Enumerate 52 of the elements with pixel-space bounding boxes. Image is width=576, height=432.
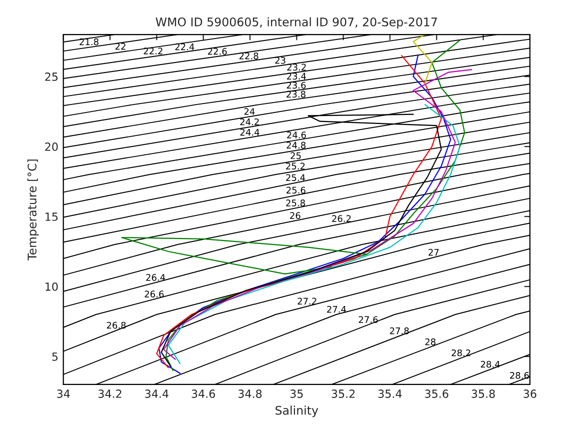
series-label: 23 <box>275 56 286 64</box>
x-tick-label: 35.6 <box>425 390 448 398</box>
series-label: 22.4 <box>175 43 194 50</box>
series-label: 22.2 <box>144 48 162 54</box>
series-label: 28 <box>425 338 436 346</box>
series-label: 26.8 <box>106 322 126 329</box>
x-tick-label: 35.4 <box>378 390 402 398</box>
series-label: 24.8 <box>286 142 306 149</box>
chart-title: WMO ID 5900605, internal ID 907, 20-Sep-2017 <box>156 17 437 29</box>
series-label: 26.6 <box>144 290 164 298</box>
series-label: 23.8 <box>286 90 306 98</box>
x-tick-label: 35.2 <box>332 390 355 398</box>
series-label: 27 <box>428 248 439 256</box>
series-label: 28.6 <box>510 372 529 379</box>
series-label: 25.4 <box>286 174 306 182</box>
y-tick-label: 10 <box>46 282 58 291</box>
x-axis-title: Salinity <box>276 406 318 418</box>
x-tick-label: 34 <box>57 390 70 398</box>
series-label: 25.8 <box>286 200 305 206</box>
series-label: 27.8 <box>390 327 409 334</box>
y-tick-label: 5 <box>52 352 58 361</box>
series-label: 28.4 <box>480 360 500 368</box>
series-label: 27.4 <box>327 306 346 313</box>
x-tick-label: 35.8 <box>472 390 495 398</box>
series-label: 25 <box>290 152 301 160</box>
series-label: 24.4 <box>240 128 260 136</box>
x-tick-label: 34.6 <box>192 390 215 398</box>
y-tick-label: 15 <box>46 212 58 221</box>
x-tick-label: 34.2 <box>98 390 122 398</box>
series-label: 24 <box>244 108 255 115</box>
x-tick-label: 36 <box>524 390 536 398</box>
series-label: 24.2 <box>240 118 259 126</box>
series-label: 24.6 <box>287 132 306 138</box>
series-label: 25.6 <box>286 186 306 194</box>
y-tick-label: 20 <box>45 142 58 151</box>
series-label: 26.4 <box>146 274 166 281</box>
series-label: 27.6 <box>358 316 378 324</box>
y-axis-title: Temperature [°C] <box>27 160 39 260</box>
x-tick-label: 34.8 <box>238 390 262 398</box>
series-label: 28.2 <box>452 349 470 356</box>
series-label: 22.6 <box>208 48 227 55</box>
series-label: 27.2 <box>298 298 316 304</box>
series-label: 23.6 <box>286 82 306 89</box>
x-tick-label: 34.4 <box>145 390 168 398</box>
y-tick-label: 25 <box>45 72 58 81</box>
series-label: 23.4 <box>287 72 306 80</box>
series-label: 25.2 <box>286 162 305 170</box>
series-label: 23.2 <box>287 64 306 71</box>
x-tick-label: 35 <box>290 390 303 398</box>
series-label: 26 <box>290 212 300 219</box>
series-label: 26.2 <box>332 215 351 222</box>
series-label: 22.8 <box>239 52 258 60</box>
